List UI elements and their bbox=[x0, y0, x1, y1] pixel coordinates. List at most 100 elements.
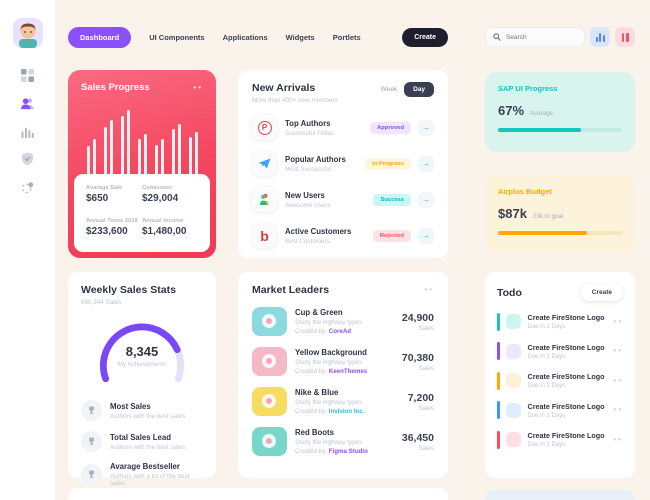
product-thumbnail bbox=[252, 347, 287, 376]
progress-fill bbox=[498, 128, 582, 132]
paper-plane-logo bbox=[252, 151, 277, 176]
sidebar-item-reports[interactable] bbox=[0, 120, 55, 142]
creator-link[interactable]: Figma Studio bbox=[328, 448, 368, 455]
table-row[interactable]: Yellow Background Study the highway type… bbox=[252, 347, 434, 376]
airplus-budget-card: Airplus Budget $87k 23k to goal bbox=[485, 175, 635, 253]
search-box[interactable] bbox=[485, 27, 585, 47]
item-title: Active Customers bbox=[285, 226, 352, 236]
product-title: Nike & Blue bbox=[295, 388, 339, 397]
arrow-right-icon[interactable]: → bbox=[418, 191, 434, 208]
creator-link[interactable]: CoreAd bbox=[328, 328, 352, 335]
tab-ui-components[interactable]: UI Components bbox=[149, 32, 205, 42]
avatar[interactable] bbox=[13, 18, 43, 48]
status-badge: Success bbox=[373, 193, 411, 206]
tab-dashboard[interactable]: Dashboard bbox=[68, 26, 132, 48]
pause-button[interactable] bbox=[615, 27, 635, 47]
sales-bar bbox=[109, 120, 113, 174]
task-due: Due in 2 Days bbox=[527, 324, 566, 330]
sap-caption: Avarage bbox=[530, 110, 553, 117]
more-options-icon[interactable]: •• bbox=[613, 434, 623, 444]
list-item[interactable]: Create FireStone Logo Due in 2 Days •• bbox=[497, 342, 623, 360]
priority-bar bbox=[497, 342, 500, 360]
pause-bars-icon bbox=[621, 32, 629, 42]
stat-label: Annual Income bbox=[142, 218, 184, 224]
more-options-icon[interactable]: •• bbox=[424, 285, 434, 294]
table-row[interactable]: Cup & Green Study the highway types Crea… bbox=[252, 307, 434, 336]
new-users-logo bbox=[252, 187, 277, 212]
priority-bar bbox=[497, 312, 500, 331]
search-input[interactable] bbox=[506, 33, 577, 41]
bar-chart-icon bbox=[21, 127, 34, 138]
toggle-day[interactable]: Day bbox=[404, 82, 434, 97]
sales-progress-title: Sales Progress bbox=[81, 82, 150, 93]
arrow-right-icon[interactable]: → bbox=[418, 155, 434, 172]
task-tile bbox=[505, 343, 521, 359]
stat-annual-taxes: Annual Taxes 2019 $233,600 bbox=[86, 218, 142, 241]
stat-value: $233,600 bbox=[86, 226, 128, 237]
achievements-gauge: 8,345 My Achievements bbox=[84, 314, 200, 390]
priority-bar bbox=[497, 371, 500, 390]
product-title: Cup & Green bbox=[295, 308, 343, 317]
more-options-icon[interactable]: •• bbox=[613, 346, 623, 355]
sidebar-item-integrations[interactable] bbox=[0, 176, 55, 198]
sap-title: SAP UI Progress bbox=[498, 84, 558, 93]
list-item[interactable]: Most Sales Authors with the best sales bbox=[81, 400, 203, 421]
stats-button[interactable] bbox=[590, 27, 610, 47]
status-badge: Rejected bbox=[372, 229, 411, 242]
task-due: Due in 2 Days bbox=[527, 353, 566, 360]
list-item[interactable]: Popular Authors Most Successful In Progr… bbox=[252, 151, 434, 176]
list-item[interactable]: New Users Awesome Users Success → bbox=[252, 187, 434, 212]
list-item[interactable]: Avarage Bestseller Authors with a lot of… bbox=[81, 462, 203, 487]
sales-bar bbox=[177, 124, 181, 174]
sidebar-item-dashboard[interactable] bbox=[0, 64, 55, 86]
sales-bar bbox=[120, 116, 124, 174]
toggle-week[interactable]: Week bbox=[380, 86, 398, 93]
sidebar-item-users[interactable] bbox=[0, 92, 55, 114]
task-title: Create FireStone Logo bbox=[527, 431, 605, 440]
list-item[interactable]: Total Sales Lead Authors with the best s… bbox=[81, 431, 203, 452]
list-item[interactable]: Create FireStone Logo Due in 2 Days •• bbox=[497, 430, 623, 449]
table-row[interactable]: Red Boots Study the highway types Create… bbox=[252, 427, 434, 456]
status-badge: Approved bbox=[369, 121, 411, 134]
stat-label: Comission bbox=[142, 185, 172, 191]
stat-value: $1,480,00 bbox=[142, 226, 187, 237]
more-options-icon[interactable]: •• bbox=[613, 375, 623, 385]
arrow-right-icon[interactable]: → bbox=[418, 119, 434, 136]
product-subtitle: Study the highway types bbox=[295, 439, 363, 446]
list-item[interactable]: Create FireStone Logo Due in 2 Days •• bbox=[497, 312, 623, 331]
trophy-icon bbox=[89, 470, 94, 478]
status-badge: In Progress bbox=[365, 157, 411, 170]
creator-link[interactable]: Invision Inc. bbox=[328, 408, 365, 415]
sales-bar bbox=[126, 110, 130, 174]
shield-check-icon bbox=[21, 152, 34, 166]
table-row[interactable]: Nike & Blue Study the highway types Crea… bbox=[252, 387, 434, 416]
list-item[interactable]: b Active Customers Best Customers Reject… bbox=[252, 223, 434, 248]
item-subtitle: Authors with a lot of the best sales bbox=[110, 473, 190, 487]
bar-chart-icon bbox=[595, 32, 605, 42]
item-title: Popular Authors bbox=[285, 154, 346, 164]
sidebar-item-security[interactable] bbox=[0, 148, 55, 170]
todo-title: Todo bbox=[497, 286, 522, 299]
sales-bar bbox=[194, 131, 198, 174]
list-item[interactable]: Create FireStone Logo Due in 2 Days •• bbox=[497, 371, 623, 390]
tab-portlets[interactable]: Portlets bbox=[332, 32, 361, 42]
todo-create-button[interactable]: Create bbox=[580, 284, 623, 301]
todo-card: Todo Create Create FireStone Logo Due in… bbox=[485, 272, 635, 478]
more-options-icon[interactable]: •• bbox=[193, 82, 203, 92]
list-item[interactable]: P Top Authors Successful Fellas Approved… bbox=[252, 115, 434, 140]
create-button[interactable]: Create bbox=[402, 27, 448, 47]
gauge-value: 8,345 bbox=[125, 344, 159, 359]
list-item[interactable]: Create FireStone Logo Due in 2 Days •• bbox=[497, 401, 623, 419]
creator-link[interactable]: KeenThemes bbox=[328, 368, 368, 375]
more-options-icon[interactable]: •• bbox=[613, 405, 623, 414]
tab-applications[interactable]: Applications bbox=[222, 32, 268, 42]
product-thumbnail bbox=[252, 307, 287, 336]
arrow-right-icon[interactable]: → bbox=[418, 227, 434, 244]
item-subtitle: Authors with the best sales bbox=[110, 412, 186, 420]
more-options-icon[interactable]: •• bbox=[613, 316, 623, 326]
stat-value: $650 bbox=[86, 193, 109, 204]
new-arrivals-title: New Arrivals bbox=[252, 82, 316, 94]
created-by-label: Created by: bbox=[295, 408, 327, 415]
sales-progress-card: Sales Progress •• Avarage Sale $650 Comi… bbox=[68, 70, 216, 258]
tab-widgets[interactable]: Widgets bbox=[285, 32, 315, 42]
